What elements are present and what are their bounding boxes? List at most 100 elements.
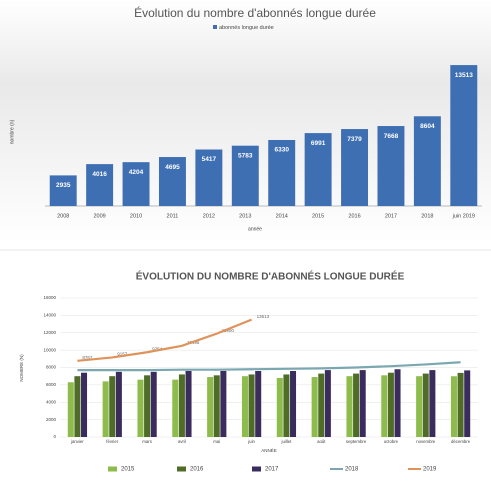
x-axis-label: ANNÉE <box>261 447 277 453</box>
data-label: 6991 <box>311 140 326 147</box>
bar <box>276 377 283 437</box>
line <box>77 361 461 372</box>
x-tick-label: 2018 <box>421 213 433 219</box>
x-tick-label: février <box>106 439 119 444</box>
x-tick-label: novembre <box>416 439 436 444</box>
bar <box>115 371 122 437</box>
x-tick-label: 2013 <box>239 213 251 219</box>
x-tick-label: avril <box>178 439 186 444</box>
legend-label: 2017 <box>265 467 279 473</box>
bar <box>102 381 109 437</box>
y-tick-label: 16000 <box>43 295 56 300</box>
bar <box>81 372 88 437</box>
data-label: 9754 <box>152 346 163 351</box>
bar <box>341 129 369 206</box>
line <box>77 318 252 362</box>
bar <box>195 149 223 206</box>
x-tick-label: 2017 <box>385 213 397 219</box>
bar <box>311 377 318 437</box>
bar <box>248 374 255 437</box>
bar <box>377 126 405 206</box>
y-axis-label: NOMBRE (N) <box>19 354 24 382</box>
data-label: 11900 <box>222 328 235 333</box>
x-tick-label: juin 2019 <box>452 213 475 219</box>
x-tick-label: 2014 <box>276 213 288 219</box>
legend-label: 2019 <box>423 467 437 473</box>
bar <box>450 376 457 437</box>
data-label: 5417 <box>202 156 217 163</box>
x-tick-label: 2008 <box>57 213 69 219</box>
bar <box>359 370 366 437</box>
bar <box>122 162 150 206</box>
data-label: 7668 <box>384 133 399 140</box>
y-tick-label: 10000 <box>43 347 56 352</box>
bar <box>268 139 296 206</box>
bar <box>394 369 401 437</box>
x-tick-label: 2012 <box>203 213 215 219</box>
bar <box>346 376 353 437</box>
x-tick-label: 2011 <box>167 213 179 219</box>
x-tick-label: 2009 <box>94 213 106 219</box>
x-tick-label: octobre <box>384 439 399 444</box>
chart-title: Évolution du nombre d'abonnés longue dur… <box>134 5 376 20</box>
bar <box>178 374 185 437</box>
bar <box>172 379 179 437</box>
bar <box>422 373 429 437</box>
legend-label: 2018 <box>345 467 359 473</box>
data-label: 6330 <box>274 147 289 154</box>
y-tick-label: 4000 <box>46 399 57 404</box>
bar <box>144 375 151 437</box>
bar <box>150 371 157 437</box>
bar <box>387 372 394 437</box>
data-label: 4695 <box>165 164 180 171</box>
bar <box>290 370 297 437</box>
bar <box>109 376 116 437</box>
bar <box>318 373 325 437</box>
y-tick-label: 0 <box>53 434 56 439</box>
legend-label: abonnés longue durée <box>219 25 274 31</box>
bar <box>381 375 388 437</box>
bar <box>450 65 478 207</box>
legend-swatch <box>252 466 261 472</box>
data-label: 7379 <box>347 136 362 143</box>
y-tick-label: 12000 <box>43 330 56 335</box>
bar <box>185 370 192 437</box>
x-tick-label: septembre <box>346 439 367 444</box>
chart-title: ÉVOLUTION DU NOMBRE D'ABONNÉS LONGUE DUR… <box>136 270 405 283</box>
y-axis-label: nombre (n) <box>9 119 15 144</box>
data-label: 13513 <box>257 314 270 319</box>
bar <box>457 372 464 437</box>
legend-label: 2016 <box>190 467 204 473</box>
x-axis-label: année <box>248 226 262 232</box>
bar <box>220 370 227 437</box>
data-label: 2935 <box>56 182 71 189</box>
x-tick-label: mai <box>213 439 220 444</box>
data-label: 13513 <box>455 72 473 79</box>
bar <box>74 376 81 437</box>
bar <box>49 175 77 206</box>
data-label: 5783 <box>238 152 253 159</box>
bar <box>241 376 248 437</box>
bar <box>158 157 186 206</box>
bar <box>416 376 423 437</box>
x-tick-label: août <box>317 439 326 444</box>
bar <box>255 370 262 437</box>
y-tick-label: 14000 <box>43 313 56 318</box>
x-tick-label: 2015 <box>312 213 324 219</box>
x-tick-label: mars <box>142 439 152 444</box>
bar <box>213 375 220 437</box>
data-label: 9157 <box>117 352 128 357</box>
x-tick-label: juillet <box>281 439 293 444</box>
x-tick-label: 2016 <box>348 213 360 219</box>
data-label: 4016 <box>92 171 107 178</box>
bar <box>324 370 331 437</box>
x-tick-label: janvier <box>70 439 84 444</box>
bar <box>429 370 436 437</box>
bar <box>413 116 441 206</box>
bar <box>231 145 259 206</box>
bar <box>67 382 74 437</box>
x-tick-label: juin <box>247 439 255 444</box>
legend-label: 2015 <box>121 467 135 473</box>
x-tick-label: 2010 <box>130 213 142 219</box>
